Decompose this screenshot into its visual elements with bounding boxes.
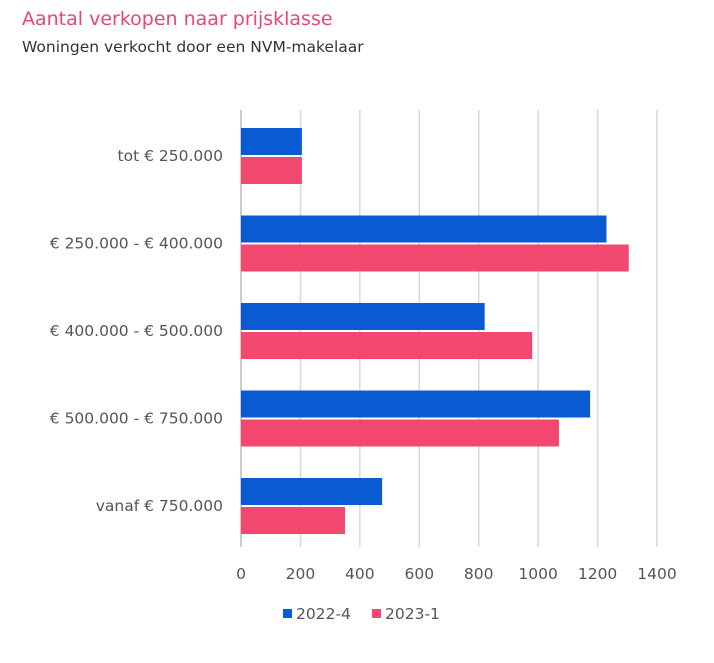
x-axis-ticks: 0 200 400 600 800 1000 1200 1400 — [236, 565, 677, 583]
bar-2022-4-4 — [241, 390, 591, 418]
category-label: € 500.000 - € 750.000 — [50, 410, 223, 428]
category-label: vanaf € 750.000 — [96, 497, 223, 515]
bar-2023-1-2 — [241, 244, 629, 272]
x-tick-label: 800 — [464, 565, 494, 583]
x-tick-label: 1400 — [637, 565, 676, 583]
legend-swatch-2022-4 — [283, 609, 292, 618]
category-labels: tot € 250.000 € 250.000 - € 400.000 € 400.… — [50, 147, 223, 515]
legend-swatch-2023-1 — [372, 609, 381, 618]
bar-2022-4-1 — [241, 128, 302, 155]
legend: 2022-4 2023-1 — [283, 605, 440, 623]
x-tick-label: 400 — [345, 565, 375, 583]
bar-2022-4-3 — [241, 303, 485, 330]
category-label: € 400.000 - € 500.000 — [50, 322, 223, 340]
legend-label-2022-4: 2022-4 — [296, 605, 351, 623]
x-tick-label: 200 — [286, 565, 316, 583]
bar-2023-1-1 — [241, 157, 302, 184]
chart-subtitle: Woningen verkocht door een NVM-makelaar — [22, 38, 364, 56]
bar-2023-1-4 — [241, 419, 559, 447]
bar-2022-4-2 — [241, 215, 607, 243]
x-tick-label: 1200 — [578, 565, 617, 583]
x-tick-label: 600 — [404, 565, 434, 583]
bar-2022-4-5 — [241, 478, 383, 505]
category-label: tot € 250.000 — [118, 147, 223, 165]
legend-label-2023-1: 2023-1 — [385, 605, 440, 623]
x-tick-label: 1000 — [518, 565, 557, 583]
x-tick-label: 0 — [236, 565, 246, 583]
bar-2023-1-3 — [241, 332, 533, 359]
bar-2023-1-5 — [241, 507, 345, 534]
category-label: € 250.000 - € 400.000 — [50, 235, 223, 253]
chart-title: Aantal verkopen naar prijsklasse — [22, 8, 333, 30]
bars — [241, 128, 629, 534]
